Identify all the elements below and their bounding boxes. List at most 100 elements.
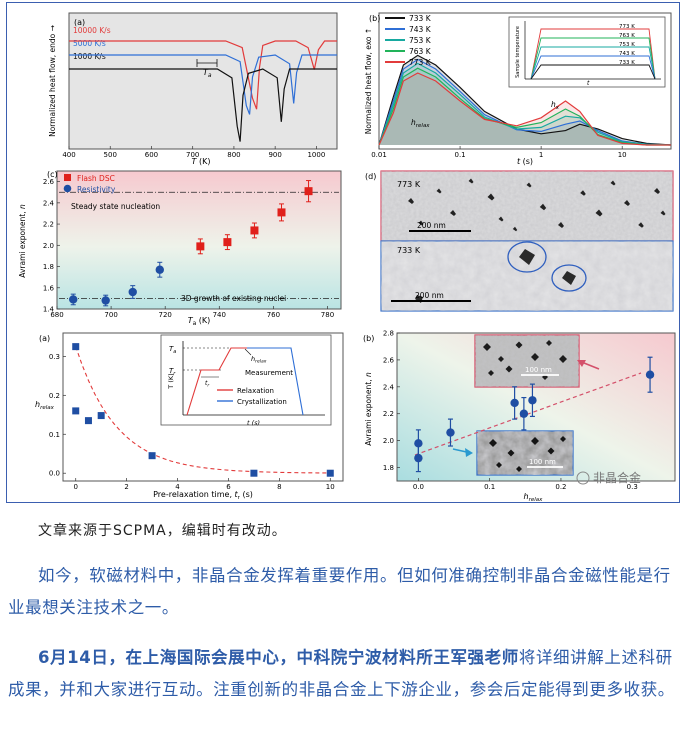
series-fill (379, 63, 671, 145)
x-tick-label: 0.1 (484, 483, 495, 491)
crystal-grain (498, 216, 504, 222)
x-axis-label: Pre-relaxation time, tr (s) (153, 490, 253, 501)
hx-annotation: hx (551, 100, 560, 111)
y-tick-label: 2.6 (43, 178, 55, 186)
crystal-grain (450, 210, 456, 216)
inset-ta: Ta (169, 345, 176, 355)
legend-entry: 763 K (409, 47, 432, 56)
data-point (72, 407, 80, 415)
inset-profile (530, 46, 656, 80)
crystal-grain (638, 222, 644, 228)
panel-label: (b) (369, 14, 380, 23)
crystal-grain (610, 180, 616, 186)
crystallization-profile (247, 347, 304, 416)
crystal-grain (660, 210, 666, 216)
y-tick-label: 1.4 (43, 306, 55, 314)
x-tick-label: 760 (267, 311, 280, 319)
legend-entry: 5000 K/s (73, 39, 106, 48)
legend-entry: 733 K (409, 14, 432, 23)
data-point (84, 417, 92, 425)
panel-label: (a) (39, 334, 50, 343)
data-point (69, 295, 78, 304)
x-tick-label: 720 (159, 311, 172, 319)
data-point (250, 469, 258, 477)
x-tick-label: 400 (62, 151, 75, 159)
x-axis-label: hrelax (524, 492, 544, 501)
crystal-grain (546, 340, 552, 346)
series-line (378, 72, 671, 146)
inset-profile (530, 64, 656, 80)
inset-tr: Tr (169, 367, 176, 377)
inset-y-label: Sample temperature (515, 26, 521, 78)
crystal-grain (526, 182, 532, 188)
x-tick-label: 8 (277, 483, 281, 491)
inset-level-label: 763 K (619, 33, 635, 39)
data-point (196, 242, 205, 251)
data-point (645, 370, 655, 379)
ta-label: Ta (203, 68, 212, 79)
figure: (a) Normalized heat flow, endo → 400 500 6… (6, 2, 680, 503)
article-paragraph-1: 如今，软磁材料中，非晶合金发挥着重要作用。但如何准确控制非晶合金磁性能是行业最想… (8, 566, 671, 617)
panel-label: (d) (365, 172, 376, 181)
legend-entry: 743 K (409, 25, 432, 34)
legend-entry: 1000 K/s (73, 52, 106, 61)
x-tick-label: 0 (73, 483, 77, 491)
legend-marker (63, 184, 72, 193)
y-tick-label: 1.6 (43, 284, 55, 292)
y-axis-label: Avrami exponent, n (18, 204, 27, 278)
data-point (277, 208, 286, 217)
crystal-grain (408, 198, 414, 204)
crystal-grain (515, 341, 523, 349)
x-tick-label: 6 (226, 483, 231, 491)
series-line (378, 58, 672, 146)
y-tick-label: 1.8 (383, 464, 394, 472)
temp-label-773: 773 K (397, 180, 421, 189)
inset-x-label: t (587, 80, 590, 87)
inset-profile (530, 55, 656, 80)
y-tick-label: 2.0 (383, 437, 394, 445)
y-axis-label: Avrami exponent, n (364, 372, 373, 446)
x-tick-label: 1000 (307, 151, 325, 159)
crystal-grain (595, 209, 603, 217)
crystal-grain (487, 193, 495, 201)
inset-x-label: t (s) (247, 419, 260, 427)
crystal-grain (489, 439, 497, 447)
crystal-grain (498, 356, 504, 362)
protocol-inset: T (K) Ta Tr tr hrelax Measurement Relaxa… (160, 334, 332, 427)
scale-label-bottom: 100 nm (529, 458, 556, 466)
x-tick-label: 0.2 (555, 483, 566, 491)
inset-legend-entry: Crystallization (237, 398, 287, 406)
crystal-grain (512, 226, 518, 232)
x-axis-label: T (K) (192, 157, 211, 166)
highlight-circle-2 (551, 264, 587, 292)
panel-c1-avrami-chart: (c) Avrami exponent, n 680 700 720 740 760 78… (18, 170, 342, 327)
x-tick-label: 740 (213, 311, 226, 319)
y-tick-label: 0.1 (49, 431, 60, 439)
temperature-inset: Sample temperature 773 K 763 K 753 K 743 K 7… (508, 16, 666, 88)
data-point (223, 238, 232, 247)
scale-label-top: 200 nm (417, 221, 446, 230)
panel-a1-dsc-chart: (a) Normalized heat flow, endo → 400 500 6… (48, 12, 338, 166)
series-fill (379, 55, 671, 145)
x-tick-label: 10 (326, 483, 335, 491)
series-fill (379, 59, 671, 145)
x-tick-label: 600 (145, 151, 158, 159)
tem-inset-top: 100 nm (474, 334, 580, 388)
crystal-grain (436, 188, 442, 194)
legend-marker (64, 174, 71, 181)
crystal-grain (507, 449, 515, 457)
series-line (69, 40, 337, 110)
crystal-grain (624, 200, 630, 206)
crystal-grain (496, 462, 502, 468)
series-fill (379, 73, 671, 145)
data-point (510, 398, 519, 408)
data-point (414, 453, 423, 463)
data-point (128, 287, 137, 297)
scale-label-bottom: 200 nm (415, 291, 444, 300)
crystal-grain (539, 203, 547, 211)
inset-hrelax: hrelax (251, 355, 267, 365)
data-point (250, 226, 259, 235)
crystal-grain (468, 178, 474, 184)
y-tick-label: 0.3 (49, 353, 60, 361)
relaxation-profile (186, 347, 247, 416)
